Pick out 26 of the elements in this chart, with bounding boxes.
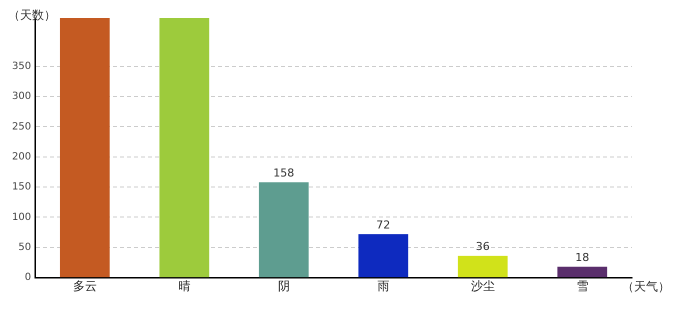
x-tick-label: 多云 (72, 278, 97, 293)
bar (458, 256, 508, 278)
y-tick-label: 300 (12, 91, 32, 102)
x-tick-label: 沙尘 (470, 278, 495, 293)
data-label: 72 (376, 218, 390, 232)
y-tick-label: 0 (24, 272, 32, 284)
data-label: 158 (273, 166, 294, 180)
x-tick-label: 阴 (278, 278, 290, 293)
bar (258, 182, 309, 278)
bar (159, 18, 210, 278)
bar (358, 234, 408, 278)
bar (60, 18, 110, 278)
x-tick-label: 雨 (377, 278, 390, 293)
y-axis-title: （天数） (8, 8, 56, 22)
y-tick-label: 250 (12, 121, 32, 132)
bar (557, 266, 608, 278)
y-tick-label: 50 (18, 242, 32, 254)
y-tick-label: 350 (12, 60, 32, 72)
x-axis-title: （天气） (622, 280, 670, 294)
x-tick-label: 雪 (576, 278, 588, 293)
data-label: 18 (575, 251, 590, 264)
y-tick-label: 100 (12, 212, 32, 223)
data-label: 36 (476, 240, 490, 254)
y-tick-label: 200 (12, 151, 32, 162)
y-tick-label: 150 (12, 182, 32, 193)
x-tick-label: 晴 (178, 278, 190, 293)
